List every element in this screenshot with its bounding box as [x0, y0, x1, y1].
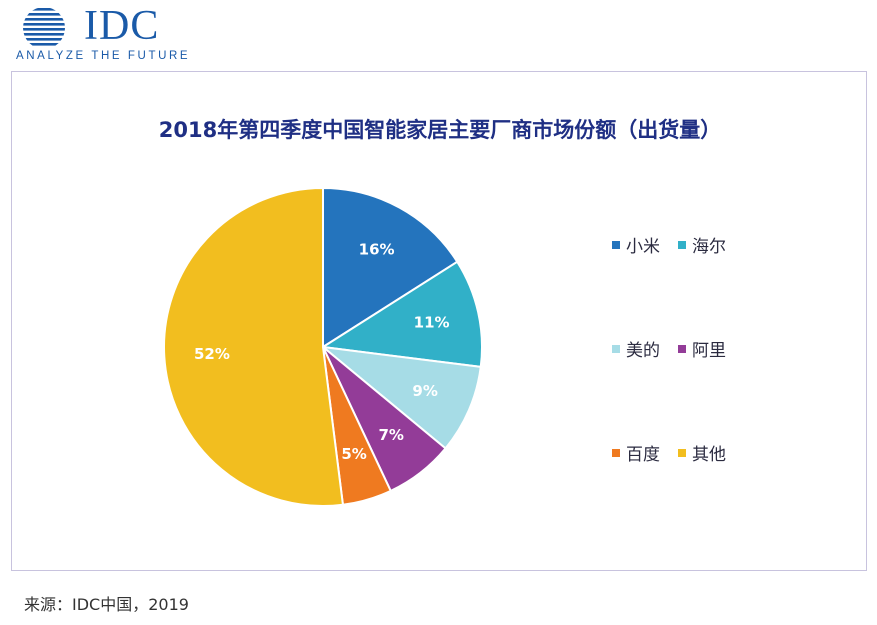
legend-label-1: 海尔 [692, 237, 726, 257]
legend-item-3: 阿里 [678, 336, 726, 361]
pie-slice-1 [320, 260, 483, 369]
legend-label-5: 其他 [692, 445, 726, 465]
legend-item-2: 美的 [612, 336, 660, 361]
legend-swatch-2 [612, 344, 620, 353]
pie-slice-0 [322, 186, 459, 349]
idc-logo: IDC ANALYZE THE FUTURE [14, 3, 204, 64]
pie-slice-label-1: 11% [414, 314, 450, 332]
legend-label-0: 小米 [626, 237, 660, 257]
legend-swatch-5 [678, 448, 686, 457]
legend-swatch-4 [612, 448, 620, 457]
legend-label-4: 百度 [626, 445, 660, 465]
chart-title: 2018年第四季度中国智能家居主要厂商市场份额（出货量） [158, 118, 722, 142]
legend-item-1: 海尔 [678, 232, 726, 257]
chart-frame: 2018年第四季度中国智能家居主要厂商市场份额（出货量） 16% 11% 9% 7% 5… [11, 71, 867, 571]
legend-item-0: 小米 [612, 232, 660, 257]
legend-label-3: 阿里 [692, 341, 726, 361]
pie-slice-label-5: 52% [194, 345, 230, 363]
chart-legend: 小米 海尔美的 阿里百度 其他 [612, 232, 832, 492]
legend-swatch-1 [678, 240, 686, 249]
pie-chart: 16% 11% 9% 7% 5% 52% [162, 186, 483, 507]
pie-slice-label-2: 9% [412, 382, 437, 400]
source-note: 来源：IDC中国，2019 [24, 595, 189, 614]
legend-item-4: 百度 [612, 440, 660, 465]
logo-tagline: ANALYZE THE FUTURE [16, 50, 191, 62]
legend-swatch-3 [678, 344, 686, 353]
legend-label-2: 美的 [626, 341, 660, 361]
pie-slice-label-0: 16% [359, 240, 395, 258]
legend-item-5: 其他 [678, 440, 726, 465]
idc-globe-icon [23, 8, 65, 46]
pie-slice-label-3: 7% [378, 426, 403, 444]
pie-slice-5 [162, 186, 345, 507]
logo-wordmark: IDC [84, 3, 160, 49]
pie-slice-label-4: 5% [341, 445, 366, 463]
legend-swatch-0 [612, 240, 620, 249]
pie-slice-2 [319, 345, 482, 450]
